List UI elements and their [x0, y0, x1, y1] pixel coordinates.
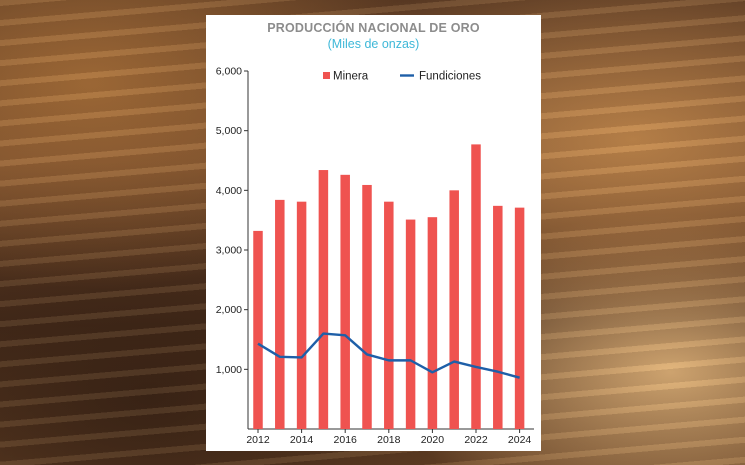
- bar-minera-2020: [427, 217, 438, 429]
- chart-svg: 1,000 2,000 3,000 4,000 5,000 6,000 2012 2014 20…: [216, 66, 534, 446]
- bar-minera-2016: [340, 174, 350, 429]
- bar-minera-2019: [405, 219, 416, 429]
- bar-minera-2022: [471, 144, 481, 429]
- bar-minera-2015: [318, 170, 329, 429]
- line-fundiciones: [257, 332, 520, 379]
- legend-minera-label: Minera: [333, 71, 369, 83]
- y-tick-label: 4,000: [216, 185, 242, 197]
- chart-title: PRODUCCIÓN NACIONAL DE ORO: [267, 21, 480, 35]
- bar-minera-2018: [384, 201, 394, 429]
- y-tick-label: 2,000: [216, 304, 242, 316]
- bar-minera-2017: [362, 184, 372, 429]
- x-tick-label: 2022: [464, 434, 488, 446]
- bar-minera-2014: [296, 201, 307, 429]
- x-tick-label: 2024: [508, 434, 532, 446]
- legend-fundiciones-label: Fundiciones: [419, 71, 481, 83]
- chart-card: PRODUCCIÓN NACIONAL DE ORO (Miles de onz…: [206, 15, 541, 451]
- x-tick-label: 2018: [377, 434, 401, 446]
- legend-minera-swatch: [323, 72, 330, 79]
- bar-minera-2012: [253, 230, 263, 429]
- chart-subtitle: (Miles de onzas): [327, 37, 420, 51]
- bar-minera-2013: [275, 199, 285, 429]
- y-tick-label: 1,000: [216, 364, 242, 376]
- x-tick-label: 2016: [334, 434, 358, 446]
- y-tick-label: 6,000: [216, 66, 242, 78]
- y-tick-label: 3,000: [216, 245, 242, 257]
- x-tick-label: 2012: [246, 434, 270, 446]
- x-tick-label: 2020: [421, 434, 445, 446]
- y-tick-label: 5,000: [216, 125, 242, 137]
- bar-minera-2024: [514, 207, 525, 429]
- bar-minera-2023: [493, 205, 503, 429]
- bar-minera-2021: [449, 190, 459, 429]
- x-tick-label: 2014: [290, 434, 314, 446]
